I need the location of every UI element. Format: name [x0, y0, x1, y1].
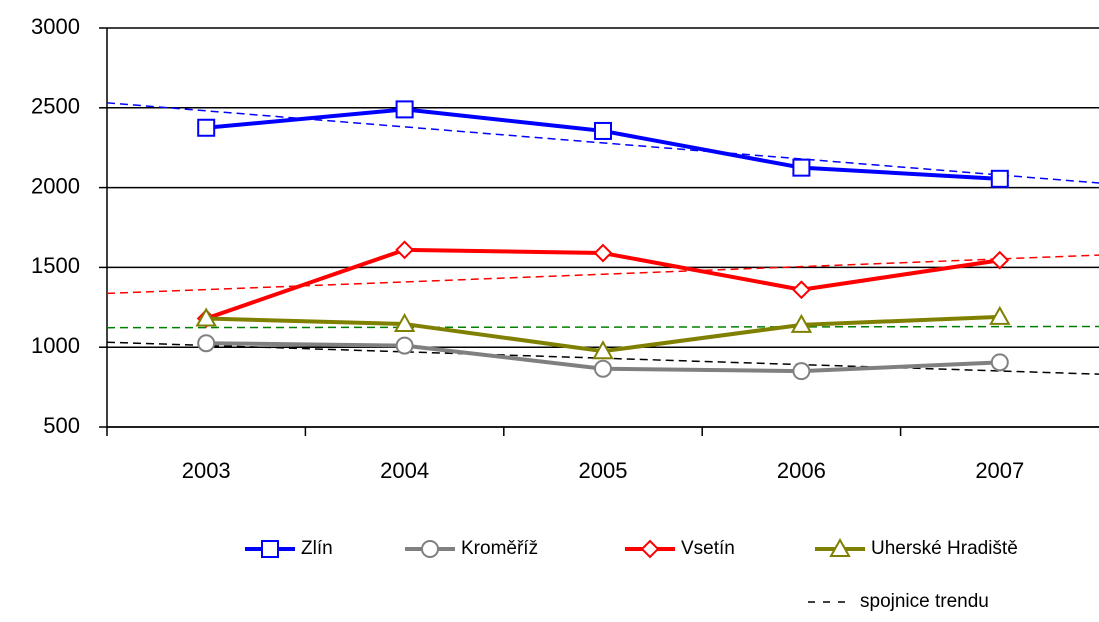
legend-marker [640, 539, 660, 559]
y-tick-label: 3000 [31, 14, 80, 39]
data-point [990, 250, 1010, 270]
y-tick-label: 500 [43, 413, 80, 438]
y-tick-label: 2000 [31, 173, 80, 198]
data-point [395, 336, 414, 355]
data-point [989, 305, 1011, 325]
y-tick-label: 2500 [31, 94, 80, 119]
trend-line [106, 102, 1099, 184]
trend-line [106, 254, 1099, 295]
legend-label: Zlín [301, 538, 333, 559]
data-point [395, 100, 414, 119]
x-tick-label: 2003 [182, 458, 231, 483]
data-point [593, 243, 613, 263]
legend-label: Vsetín [681, 538, 735, 559]
data-point [790, 313, 813, 333]
data-point [197, 334, 216, 353]
data-point [594, 121, 612, 140]
y-tick-label: 1500 [31, 253, 80, 278]
data-point [990, 169, 1009, 188]
data-point [594, 359, 612, 378]
legend-marker [829, 537, 851, 557]
data-point [195, 307, 217, 327]
legend-label: Uherské Hradiště [871, 538, 1018, 559]
data-point [393, 313, 416, 333]
series-line [206, 107, 1000, 181]
legend-trend-label: spojnice trendu [860, 591, 989, 612]
x-tick-label: 2004 [380, 458, 429, 483]
data-point [791, 280, 811, 300]
legend-marker [261, 540, 279, 558]
data-point [197, 118, 216, 137]
data-point [990, 353, 1009, 372]
legend-marker [421, 540, 439, 558]
legend-label: Kroměříž [461, 538, 538, 559]
data-point [792, 158, 811, 177]
x-tick-label: 2006 [777, 458, 826, 483]
data-point [792, 362, 811, 381]
data-point [395, 240, 415, 260]
trend-line [106, 325, 1099, 329]
x-tick-label: 2007 [975, 458, 1024, 483]
y-tick-label: 1000 [31, 333, 80, 358]
data-point [592, 340, 614, 360]
x-tick-label: 2005 [579, 458, 628, 483]
